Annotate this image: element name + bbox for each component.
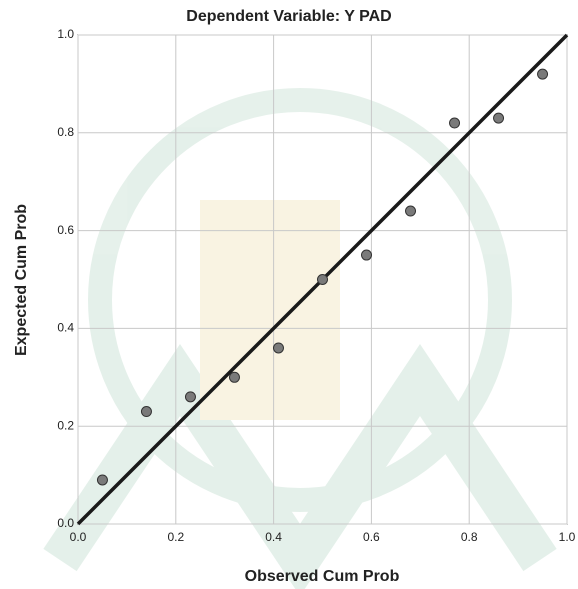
x-tick-label: 0.4 — [265, 530, 282, 544]
point — [493, 112, 505, 124]
point — [449, 117, 461, 129]
point — [537, 68, 549, 80]
x-tick-label: 0.0 — [70, 530, 87, 544]
watermark — [43, 88, 557, 589]
y-tick-label: 1.0 — [57, 27, 74, 41]
y-axis-title: Expected Cum Prob — [13, 204, 30, 356]
point — [317, 274, 328, 285]
x-tick-label: 0.6 — [363, 530, 380, 544]
x-axis-title: Observed Cum Prob — [245, 568, 400, 585]
y-tick-label: 0.2 — [57, 418, 74, 432]
x-tick-label: 1.0 — [559, 530, 576, 544]
y-tick-label: 0.6 — [57, 223, 74, 237]
y-tick-label: 0.0 — [57, 516, 74, 530]
y-tick-label: 0.4 — [57, 321, 74, 335]
point — [184, 391, 196, 403]
point — [405, 205, 417, 217]
point — [140, 406, 152, 418]
x-tick-label: 0.8 — [461, 530, 478, 544]
chart-title: Dependent Variable: Y PAD — [186, 8, 391, 25]
point — [272, 342, 284, 354]
x-tick-label: 0.2 — [167, 530, 184, 544]
point — [228, 371, 240, 383]
point — [96, 474, 108, 486]
y-tick-label: 0.8 — [57, 125, 74, 139]
point — [361, 249, 373, 261]
